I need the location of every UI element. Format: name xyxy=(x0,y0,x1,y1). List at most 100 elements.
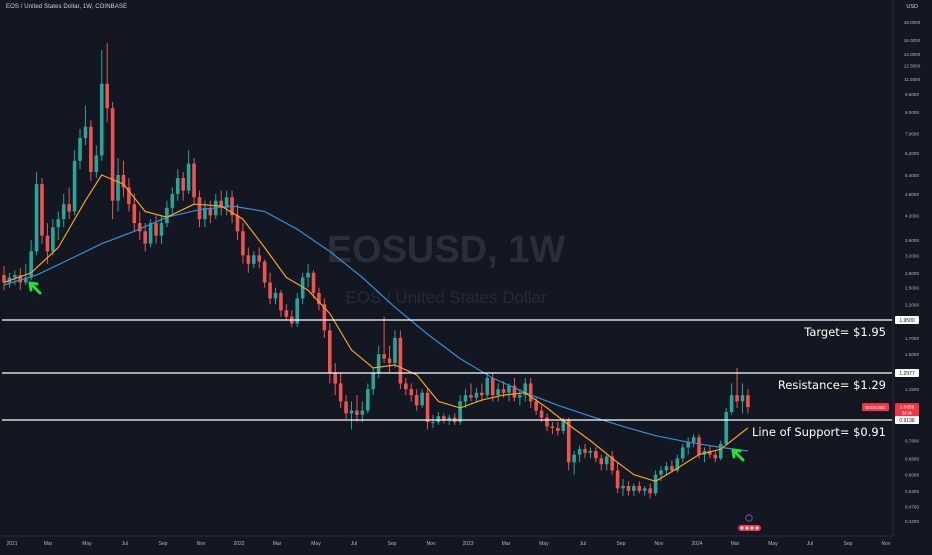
candle-body xyxy=(621,485,625,489)
candle-body xyxy=(393,337,397,364)
candle-body xyxy=(333,372,338,384)
candle-body xyxy=(501,389,506,393)
level-label: Line of Support= $0.91 xyxy=(752,425,886,439)
candle-body xyxy=(577,449,582,455)
candle-body xyxy=(539,410,544,418)
y-tick-label: 2.5000 xyxy=(905,286,919,291)
candle-body xyxy=(262,261,267,283)
candle-body xyxy=(474,392,479,398)
candle-body xyxy=(203,207,207,220)
candle-body xyxy=(382,354,386,359)
candle-body xyxy=(420,392,424,406)
y-tick-label: 1.1500 xyxy=(905,387,919,392)
moving-average-slow-line xyxy=(3,205,748,452)
candle-body xyxy=(94,155,99,173)
candle-body xyxy=(56,219,61,228)
x-tick-label: Jul xyxy=(122,541,128,547)
candle-body xyxy=(583,449,587,453)
watermark-description: EOS / United States Dollar xyxy=(345,288,547,307)
level-price-tag-text: 0.9138 xyxy=(899,418,915,424)
candle-body xyxy=(610,456,614,471)
y-tick-label: 11.0000 xyxy=(904,77,921,82)
candle-body xyxy=(545,417,549,427)
candle-body xyxy=(675,458,680,471)
candle-body xyxy=(29,251,33,278)
candle-body xyxy=(67,204,71,212)
candle-body xyxy=(708,450,712,455)
candle-body xyxy=(105,83,109,109)
candle-body xyxy=(572,454,576,463)
candle-body xyxy=(528,383,533,402)
candle-body xyxy=(110,108,115,201)
candle-body xyxy=(648,488,652,494)
candle-body xyxy=(317,292,321,305)
x-tick-label: Nov xyxy=(882,541,891,547)
candle-body xyxy=(18,275,23,283)
candle-body xyxy=(447,417,452,421)
x-tick-label: Jul xyxy=(580,541,586,547)
candle-body xyxy=(566,420,571,463)
event-dot-icon xyxy=(755,526,759,530)
candle-body xyxy=(246,255,251,264)
candle-body xyxy=(604,456,609,465)
candle-body xyxy=(637,485,642,491)
x-tick-label: May xyxy=(539,541,549,547)
candle-body xyxy=(83,126,88,139)
candle-body xyxy=(425,392,430,422)
candle-body xyxy=(306,272,310,278)
candle-body xyxy=(588,450,593,453)
event-markers-badge[interactable] xyxy=(738,525,761,531)
y-tick-label: 0.5300 xyxy=(905,489,919,494)
y-tick-label: 4.2000 xyxy=(905,213,919,218)
x-tick-label: 2021 xyxy=(6,541,17,547)
candle-body xyxy=(99,83,104,156)
candle-body xyxy=(480,392,484,396)
y-tick-label: 0.4200 xyxy=(905,519,919,524)
candle-body xyxy=(241,231,245,256)
candle-body xyxy=(257,255,262,262)
candle-body xyxy=(89,126,93,173)
level-price-tag xyxy=(895,369,919,377)
x-tick-label: Mar xyxy=(731,541,740,547)
y-tick-label: 1.7000 xyxy=(905,336,919,341)
candle-body xyxy=(729,395,734,413)
candle-body xyxy=(78,138,82,161)
candle-body xyxy=(13,275,17,278)
y-tick-label: 16.0000 xyxy=(904,38,921,43)
candle-body xyxy=(251,255,256,264)
candle-body xyxy=(523,383,528,396)
candle-body xyxy=(121,175,126,188)
candle-body xyxy=(219,200,223,208)
candle-body xyxy=(268,282,272,299)
candle-body xyxy=(186,163,191,191)
x-tick-label: 2023 xyxy=(462,541,473,547)
y-tick-label: 4.8000 xyxy=(905,192,919,197)
candle-body xyxy=(175,178,180,194)
symbol-title: EOS / United States Dollar, 1W, COINBASE xyxy=(6,4,128,10)
candle-body xyxy=(691,437,696,443)
candle-body xyxy=(349,410,354,414)
y-tick-label: 0.7800 xyxy=(905,439,919,444)
candle-body xyxy=(311,272,316,293)
candle-body xyxy=(518,395,522,398)
last-price-symbol-text: EOSUSD xyxy=(865,405,886,411)
y-tick-label: 2.8000 xyxy=(905,271,919,276)
candle-body xyxy=(387,358,392,364)
y-tick-label: 2.2000 xyxy=(905,302,919,307)
y-tick-label: 19.0000 xyxy=(904,20,921,25)
candle-body xyxy=(659,470,663,475)
candle-body xyxy=(34,184,39,252)
candle-body xyxy=(735,395,739,402)
level-label: Target= $1.95 xyxy=(803,325,886,339)
candle-body xyxy=(718,443,723,459)
candle-body xyxy=(534,401,538,411)
y-tick-label: 9.5000 xyxy=(905,92,919,97)
candle-body xyxy=(40,184,44,236)
event-marker-icon[interactable] xyxy=(745,514,753,522)
y-tick-label: 1.5000 xyxy=(905,352,919,357)
event-dot-icon xyxy=(740,526,744,530)
candle-body xyxy=(512,385,517,398)
price-axis-panel[interactable] xyxy=(893,0,932,550)
